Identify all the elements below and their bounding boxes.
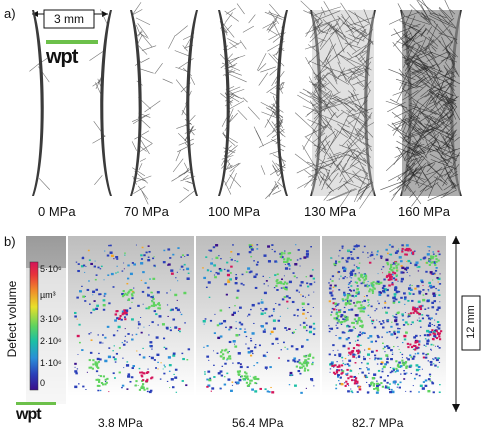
sample-rendering-3: [294, 0, 376, 209]
colorbar-tick-3e6: 3·10⁶: [40, 314, 62, 324]
sample-rendering-1: [130, 2, 198, 205]
height-label: 12 mm: [465, 305, 477, 339]
defect-map-0: [74, 244, 191, 394]
colorbar-tick-5e6: 5·10⁶: [40, 264, 62, 274]
pressure-label-b-1: 3.8 MPa: [98, 416, 143, 430]
panel-b-bg-1: [68, 236, 194, 396]
height-arrow: [452, 236, 481, 412]
colorbar-unit: µm³: [40, 290, 56, 300]
pressure-label-70: 70 MPa: [124, 204, 169, 219]
defect-map-2: [328, 244, 443, 394]
wpt-logo-a: wpt: [46, 40, 98, 76]
pressure-label-0: 0 MPa: [38, 204, 76, 219]
pressure-label-b-2: 56.4 MPa: [232, 416, 284, 430]
pressure-label-100: 100 MPa: [208, 204, 261, 219]
wpt-logo-b: wpt: [16, 402, 56, 432]
defect-map-1: [202, 244, 316, 394]
panel-b-bg-2: [196, 236, 320, 396]
wpt-logo-a-text: wpt: [46, 46, 78, 68]
colorbar-title: Defect volume: [5, 280, 19, 358]
pressure-label-b-3: 82.7 MPa: [352, 416, 404, 430]
pressure-label-130: 130 MPa: [304, 204, 357, 219]
pressure-label-160: 160 MPa: [398, 204, 451, 219]
sample-rendering-2: [218, 3, 288, 199]
colorbar-tick-0: 0: [40, 378, 46, 388]
colorbar-tick-2e6: 2·10⁶: [40, 336, 62, 346]
sample-rendering-0: [29, 9, 112, 196]
panel-a-renderings: [29, 0, 462, 209]
scale-bar: [32, 9, 108, 29]
wpt-logo-b-text: wpt: [16, 406, 42, 423]
sample-rendering-4: [380, 0, 462, 207]
panel-b-label: b): [4, 234, 16, 249]
colorbar-tick-1e6: 1·10⁶: [40, 358, 62, 368]
colorbar: [29, 261, 39, 391]
scale-bar-label: 3 mm: [54, 12, 84, 26]
panel-a-label: a): [4, 6, 16, 21]
